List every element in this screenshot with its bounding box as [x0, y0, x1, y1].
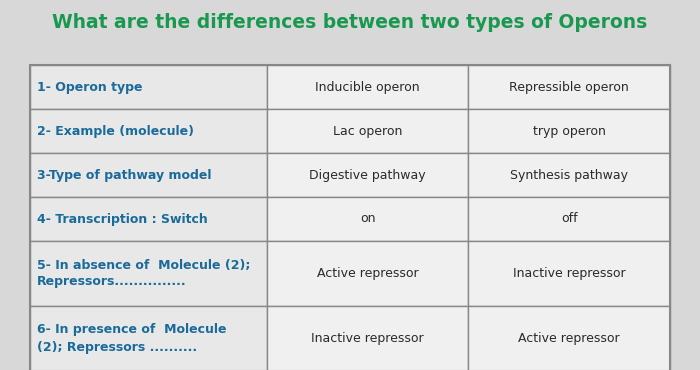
Text: Inactive repressor: Inactive repressor [513, 267, 626, 280]
Text: Inducible operon: Inducible operon [315, 81, 420, 94]
Text: Lac operon: Lac operon [333, 124, 402, 138]
Text: on: on [360, 212, 375, 225]
Bar [267, 153, 468, 197]
Text: Active repressor: Active repressor [519, 332, 620, 345]
Bar [468, 197, 670, 241]
Bar [468, 306, 670, 370]
Bar [468, 65, 670, 109]
Text: 2- Example (molecule): 2- Example (molecule) [37, 124, 194, 138]
Text: Repressible operon: Repressible operon [510, 81, 629, 94]
Bar [30, 65, 267, 109]
Bar [267, 306, 468, 370]
Bar [267, 197, 468, 241]
Bar [468, 153, 670, 197]
Bar [30, 306, 267, 370]
Text: Synthesis pathway: Synthesis pathway [510, 168, 628, 182]
Text: 3-Type of pathway model: 3-Type of pathway model [37, 168, 211, 182]
Bar [30, 109, 267, 153]
Text: 1- Operon type: 1- Operon type [37, 81, 143, 94]
Bar [30, 153, 267, 197]
Bar [468, 241, 670, 306]
Bar [468, 109, 670, 153]
Text: Digestive pathway: Digestive pathway [309, 168, 426, 182]
Bar [267, 109, 468, 153]
Text: 4- Transcription : Switch: 4- Transcription : Switch [37, 212, 208, 225]
Bar [30, 241, 267, 306]
Bar [267, 241, 468, 306]
Text: tryp operon: tryp operon [533, 124, 606, 138]
Bar [267, 65, 468, 109]
Bar [30, 197, 267, 241]
Text: 5- In absence of  Molecule (2);
Repressors...............: 5- In absence of Molecule (2); Repressor… [37, 259, 251, 289]
Bar [30, 65, 670, 370]
Text: off: off [561, 212, 578, 225]
Text: What are the differences between two types of Operons: What are the differences between two typ… [52, 13, 648, 31]
Text: Active repressor: Active repressor [317, 267, 419, 280]
Text: Inactive repressor: Inactive repressor [312, 332, 424, 345]
Text: 6- In presence of  Molecule
(2); Repressors ..........: 6- In presence of Molecule (2); Represso… [37, 323, 227, 353]
